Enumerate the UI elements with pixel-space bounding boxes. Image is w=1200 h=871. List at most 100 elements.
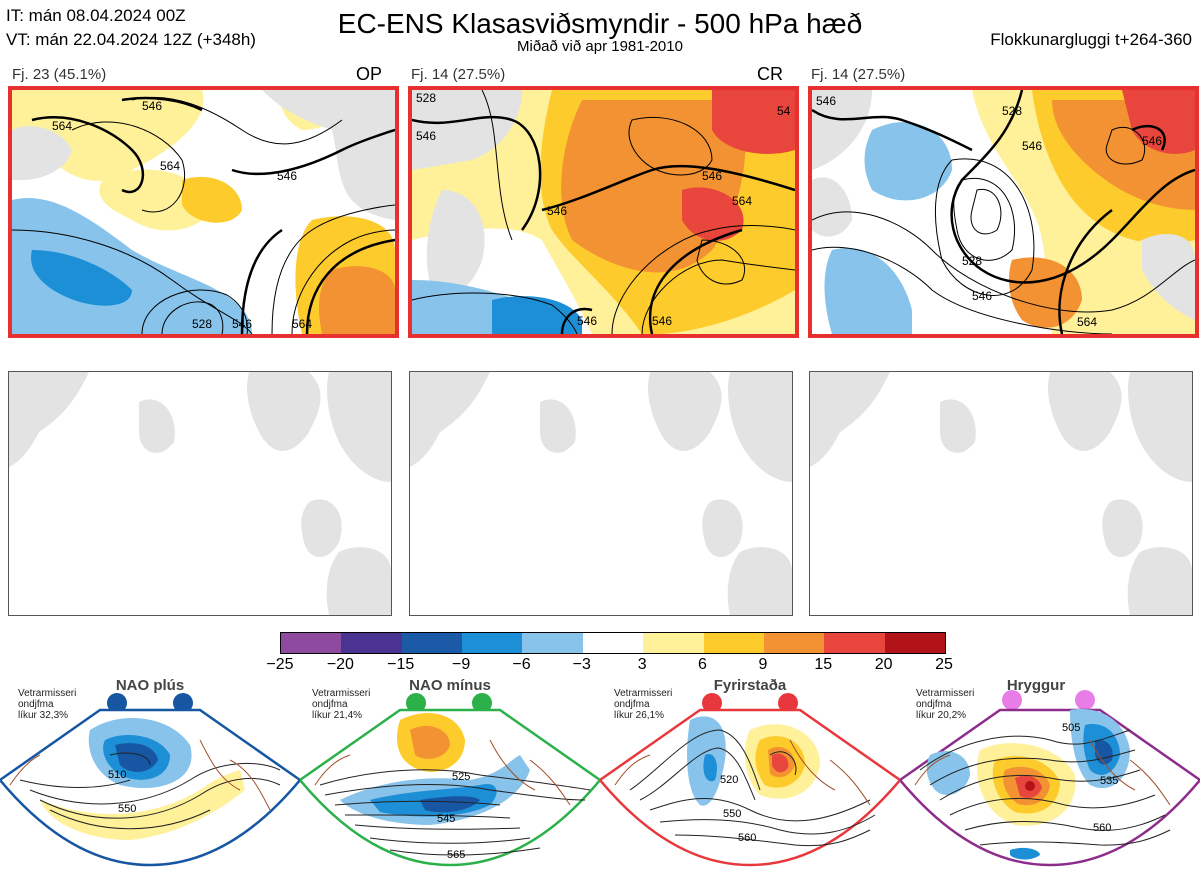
- regime-note-line: ondjfma: [18, 699, 54, 710]
- cluster-map-2-graphic: 528 546 546 546 564 546 546 54: [412, 90, 795, 334]
- contour-label: 546: [416, 129, 436, 143]
- regime-2-title: NAO mínus: [409, 677, 491, 694]
- colorbar-tick: 9: [758, 656, 768, 673]
- contour-label: 528: [192, 317, 212, 331]
- colorbar-swatch: [884, 633, 945, 653]
- page-subtitle: Miðað við apr 1981-2010: [517, 38, 683, 55]
- contour-label: 525: [452, 771, 470, 783]
- panel-1-tag: OP: [356, 64, 383, 84]
- colorbar-tick: −25: [266, 656, 294, 673]
- colorbar-tick: −9: [451, 656, 471, 673]
- empty-map-2[interactable]: [409, 371, 793, 616]
- contour-label: 510: [108, 769, 126, 781]
- regime-note-line: ondjfma: [614, 699, 650, 710]
- regime-note-line: líkur 32,3%: [18, 710, 69, 721]
- regime-1-map[interactable]: 510 550: [0, 700, 300, 870]
- colorbar: [280, 632, 946, 654]
- colorbar-tick: 6: [698, 656, 707, 673]
- contour-label: 546: [142, 99, 162, 113]
- regime-3-dot-right: [778, 693, 798, 713]
- contour-label: 505: [1062, 722, 1080, 734]
- contour-label: 560: [738, 832, 756, 844]
- regime-1-title: NAO plús: [115, 677, 185, 694]
- regime-note-line: Vetrarmisseri: [614, 688, 673, 699]
- colorbar-swatch: [643, 633, 704, 653]
- cluster-map-3[interactable]: 546 528 546 528 546 546 564: [808, 86, 1199, 338]
- contour-label: 546: [972, 289, 992, 303]
- colorbar-tick: −6: [512, 656, 531, 673]
- contour-label: 535: [1100, 775, 1118, 787]
- regime-3-dot-left: [702, 693, 722, 713]
- regime-3-note: Vetrarmisseri ondjfma líkur 26,1%: [614, 688, 694, 721]
- contour-label: 546: [702, 169, 722, 183]
- contour-label: 546: [277, 169, 297, 183]
- empty-map-3[interactable]: [809, 371, 1193, 616]
- empty-map-3-graphic: [810, 372, 1192, 615]
- regime-1-note: Vetrarmisseri ondjfma líkur 32,3%: [18, 688, 98, 721]
- cluster-map-1[interactable]: 546 564 564 546 528 546 564: [8, 86, 399, 338]
- regime-note-line: líkur 20,2%: [916, 710, 967, 721]
- empty-map-1[interactable]: [8, 371, 392, 616]
- colorbar-swatch: [341, 633, 402, 653]
- regime-note-line: ondjfma: [916, 699, 952, 710]
- contour-label: 528: [1002, 104, 1022, 118]
- contour-label: 560: [1093, 822, 1111, 834]
- regime-4-map[interactable]: 505 535 560: [900, 700, 1200, 870]
- colorbar-swatch: [522, 633, 583, 653]
- contour-label: 54: [777, 104, 791, 118]
- contour-label: 564: [1077, 315, 1097, 329]
- colorbar-swatch: [582, 633, 644, 653]
- header-info: IT: mán 08.04.2024 00Z VT: mán 22.04.202…: [6, 4, 256, 52]
- page-title: EC-ENS Klasasviðsmyndir - 500 hPa hæð: [337, 8, 863, 39]
- contour-label: 546: [547, 204, 567, 218]
- contour-label: 528: [416, 91, 436, 105]
- regime-2-dot-right: [472, 693, 492, 713]
- colorbar-tick: 3: [637, 656, 647, 673]
- contour-label: 564: [732, 194, 752, 208]
- regime-note-line: Vetrarmisseri: [312, 688, 371, 699]
- panel-1-label: Fj. 23 (45.1%): [12, 66, 107, 83]
- regime-1-dot-left: [107, 693, 127, 713]
- regime-4-dot-right: [1075, 690, 1095, 710]
- contour-label: 546: [232, 317, 252, 331]
- regime-note-line: líkur 21,4%: [312, 710, 363, 721]
- contour-label: 546: [1022, 139, 1042, 153]
- contour-label: 564: [52, 119, 72, 133]
- contour-label: 564: [160, 159, 180, 173]
- cluster-map-1-graphic: 546 564 564 546 528 546 564: [12, 90, 395, 334]
- regime-1-dot-right: [173, 693, 193, 713]
- valid-time: VT: mán 22.04.2024 12Z (+348h): [6, 30, 256, 49]
- empty-map-2-graphic: [410, 372, 792, 615]
- regime-3-map[interactable]: 520 550 560: [600, 700, 900, 870]
- regime-3-title: Fyrirstaða: [713, 677, 787, 694]
- contour-label: 565: [447, 849, 465, 861]
- colorbar-tick: −15: [387, 656, 415, 673]
- contour-label: 546: [652, 314, 672, 328]
- colorbar-ticks: −25 −20 −15 −9 −6 −3 3 6 9 15 20 25: [266, 656, 952, 676]
- colorbar-tick: 20: [874, 656, 893, 673]
- regime-4-note: Vetrarmisseri ondjfma líkur 20,2%: [916, 688, 996, 721]
- colorbar-swatch: [281, 633, 342, 653]
- cluster-map-2[interactable]: 528 546 546 546 564 546 546 54: [408, 86, 799, 338]
- regime-4-title: Hryggur: [1006, 677, 1066, 694]
- cluster-map-3-graphic: 546 528 546 528 546 546 564: [812, 90, 1195, 334]
- regime-2-map[interactable]: 525 545 565: [300, 700, 600, 870]
- regime-note-line: Vetrarmisseri: [18, 688, 77, 699]
- colorbar-swatch: [763, 633, 825, 653]
- contour-label: 546: [1142, 134, 1162, 148]
- empty-map-1-graphic: [9, 372, 391, 615]
- contour-label: 550: [118, 803, 136, 815]
- classification-window: Flokkunargluggi t+264-360: [990, 30, 1192, 49]
- regime-2-dot-left: [406, 693, 426, 713]
- regime-note-line: líkur 26,1%: [614, 710, 665, 721]
- regime-note-line: Vetrarmisseri: [916, 688, 975, 699]
- init-time: IT: mán 08.04.2024 00Z: [6, 6, 186, 25]
- contour-label: 564: [292, 317, 312, 331]
- contour-label: 546: [816, 94, 836, 108]
- colorbar-tick: 15: [814, 656, 833, 673]
- regime-4-dot-left: [1002, 690, 1022, 710]
- regime-2-note: Vetrarmisseri ondjfma líkur 21,4%: [312, 688, 392, 721]
- panel-2-label: Fj. 14 (27.5%): [411, 66, 506, 83]
- panel-3-label: Fj. 14 (27.5%): [811, 66, 906, 83]
- contour-label: 546: [577, 314, 597, 328]
